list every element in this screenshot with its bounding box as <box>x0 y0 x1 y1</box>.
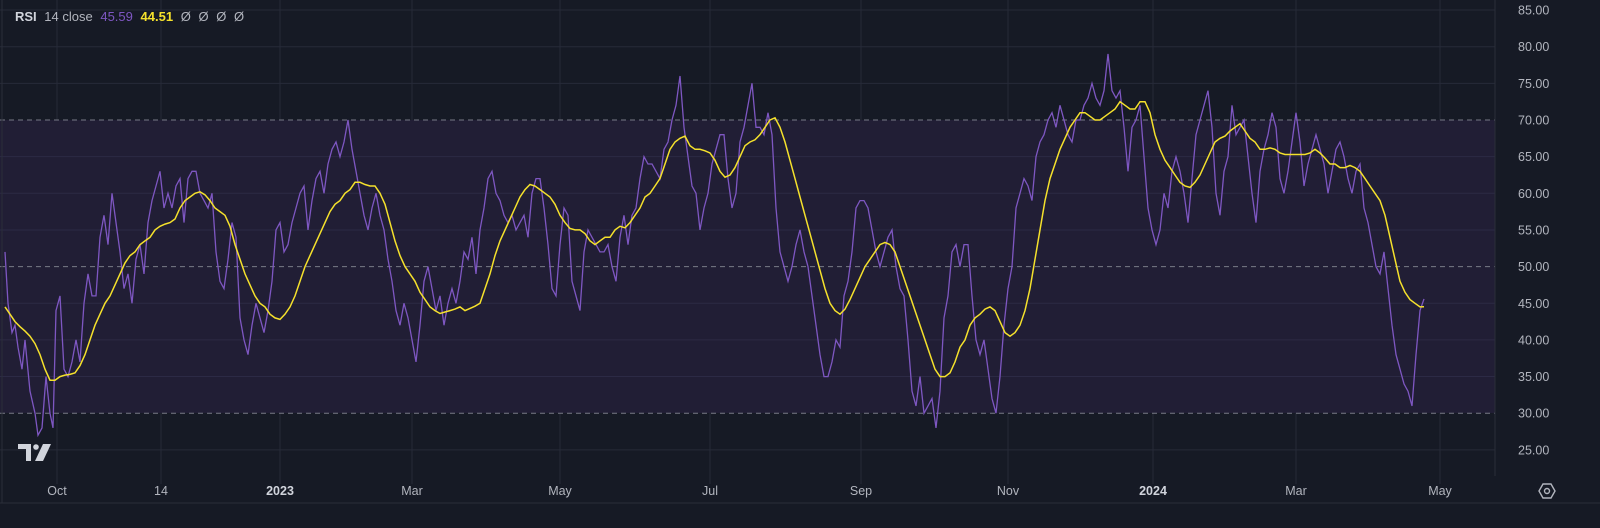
empty-value: Ø <box>216 9 227 24</box>
price-axis-label: 25.00 <box>1518 443 1549 457</box>
horizontal-gridlines <box>0 9 1495 451</box>
time-axis-label: Nov <box>997 484 1020 498</box>
rsi-line <box>4 53 1425 438</box>
price-axis-label: 55.00 <box>1518 223 1549 237</box>
time-axis-label: Mar <box>401 484 423 498</box>
price-axis-label: 35.00 <box>1518 370 1549 384</box>
time-axis: Oct 14 2023 Mar May Jul Sep Nov 2024 Mar May <box>47 484 1452 498</box>
rsi-ma-line <box>4 100 1425 381</box>
price-axis-label: 65.00 <box>1518 150 1549 164</box>
price-axis-label: 60.00 <box>1518 187 1549 201</box>
empty-value: Ø <box>180 9 191 24</box>
ma-value: 44.51 <box>140 9 174 24</box>
time-axis-label: May <box>548 484 572 498</box>
time-axis-label: 14 <box>154 484 168 498</box>
time-axis-label: Sep <box>850 484 872 498</box>
horizontal-gridlines-over-band <box>0 156 1495 378</box>
indicator-params: 14 close <box>44 9 93 24</box>
price-axis-label: 85.00 <box>1518 4 1549 18</box>
tradingview-logo-icon[interactable] <box>18 444 52 462</box>
indicator-legend[interactable]: RSI 14 close 45.59 44.51 Ø Ø Ø Ø <box>15 9 248 24</box>
axis-settings-icon[interactable] <box>1537 481 1557 501</box>
price-axis-label: 70.00 <box>1518 114 1549 128</box>
band-lines <box>0 119 1495 414</box>
time-axis-label: Mar <box>1285 484 1307 498</box>
price-axis-label: 40.00 <box>1518 333 1549 347</box>
empty-value: Ø <box>233 9 245 24</box>
time-axis-label: 2024 <box>1139 484 1167 498</box>
rsi-value: 45.59 <box>100 9 133 24</box>
time-axis-label: Jul <box>702 484 718 498</box>
price-axis-label: 50.00 <box>1518 260 1549 274</box>
price-axis-label: 80.00 <box>1518 40 1549 54</box>
price-axis-label: 30.00 <box>1518 407 1549 421</box>
time-axis-label: Oct <box>47 484 67 498</box>
price-axis-label: 45.00 <box>1518 297 1549 311</box>
time-axis-label: 2023 <box>266 484 294 498</box>
indicator-name[interactable]: RSI <box>15 9 37 24</box>
price-axis: 85.00 80.00 75.00 70.00 65.00 60.00 55.00 50.00… <box>1518 4 1549 458</box>
price-axis-label: 75.00 <box>1518 77 1549 91</box>
empty-value: Ø <box>198 9 209 24</box>
time-axis-label: May <box>1428 484 1452 498</box>
